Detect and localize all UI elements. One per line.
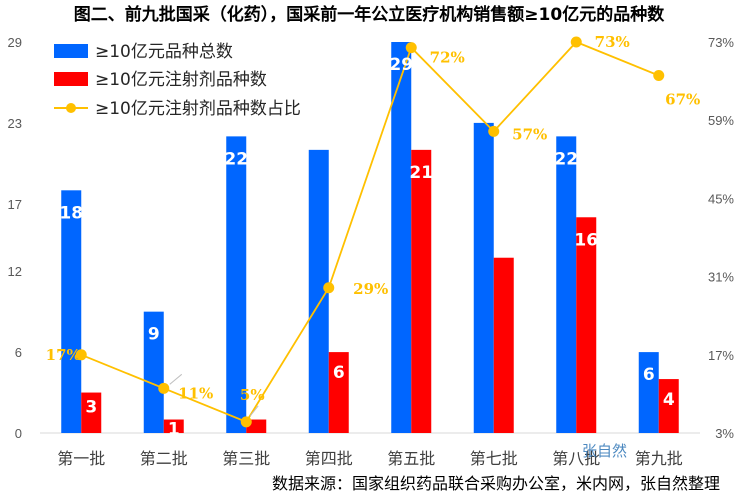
share-label: 57% [512,125,547,143]
y-right-tick-label: 17% [708,348,734,363]
label-leader-line [249,405,259,417]
bar-total [226,136,247,433]
category-label: 第五批 [387,449,435,468]
category-label: 第九批 [635,449,683,468]
legend-swatch-total [54,44,88,58]
label-leader-line [169,373,183,385]
y-left-tick-label: 29 [8,35,22,50]
share-line [75,36,665,428]
share-line-path [80,40,660,423]
bar-injection-label: 21 [409,163,433,183]
share-point [653,70,665,82]
share-label: 73% [595,33,630,51]
x-axis-categories: 第一批 第二批 第三批 第四批 第五批 第七批 第八批 第九批 [57,449,683,468]
chart-title: 图二、前九批国采（化药），国采前一年公立医疗机构销售额≥10亿元的品种数 [74,4,665,25]
category-label: 第八批 [552,449,600,468]
bar-total-label: 22 [224,149,248,169]
bar-injection [163,419,184,433]
y-right-tick-label: 31% [708,270,734,285]
category-label: 第二批 [140,449,188,468]
bar-total-label: 9 [148,325,160,345]
share-point [570,36,582,48]
bar-total [61,190,82,433]
bars [61,42,679,434]
legend-swatch-share-marker [66,103,76,113]
legend-label-share: ≥10亿元注射剂品种数占比 [95,99,301,119]
bar-total [391,42,412,433]
bar-injection [658,379,679,433]
y-right-tick-label: 3% [715,426,734,441]
category-label: 第四批 [305,449,353,468]
legend-swatch-injection [54,72,88,86]
y-left-tick-label: 17 [8,197,22,212]
bar-injection-label: 16 [574,230,598,250]
bar-total [556,136,577,433]
bar-total-label: 22 [554,149,578,169]
share-label: 67% [665,91,700,109]
share-label: 5% [240,386,265,404]
bar-injection-label: 4 [663,390,675,410]
bar-injection-label: 1 [168,420,180,440]
bar-injection-label: 6 [333,363,345,383]
bar-total [143,311,164,433]
share-label: 17% [46,346,81,364]
legend-label-injection: ≥10亿元注射剂品种数 [95,70,267,90]
share-label: 72% [430,49,465,67]
share-label: 11% [178,384,213,402]
y-left-tick-label: 6 [15,345,22,360]
share-point [488,125,500,137]
share-point [323,282,335,294]
legend-label-total: ≥10亿元品种总数 [95,42,233,62]
category-label: 第一批 [57,449,105,468]
share-point [158,382,170,394]
share-point [405,42,417,54]
bar-total-label: 6 [643,365,655,385]
bar-injection-label: 3 [85,398,97,418]
y-axis-right: 3% 17% 31% 45% 59% 73% [708,35,734,441]
y-right-tick-label: 45% [708,191,734,206]
bar-injection [81,392,102,433]
y-left-tick-label: 23 [8,116,22,131]
bar-injection [576,217,597,433]
category-label: 第三批 [222,449,270,468]
bar-injection [493,257,514,433]
share-point [240,416,252,428]
watermark: 张自然 [582,442,627,460]
bar-injection [411,149,432,434]
bar-total-label: 18 [59,203,83,223]
bar-total [638,352,659,433]
category-label: 第七批 [470,449,518,468]
line-labels: 17% 11% 5% 29% 72% 57% 73% 67% [46,33,700,417]
y-axis-left: 0 6 12 17 23 29 [8,35,22,441]
bar-total-label: 29 [389,55,413,75]
y-left-tick-label: 0 [15,426,22,441]
y-right-tick-label: 73% [708,35,734,50]
bar-total [473,122,494,434]
share-label: 29% [353,280,388,298]
legend: ≥10亿元品种总数 ≥10亿元注射剂品种数 ≥10亿元注射剂品种数占比 [54,42,301,119]
share-point [75,349,87,361]
y-right-tick-label: 59% [708,113,734,128]
source-note: 数据来源：国家组织药品联合采购办公室，米内网，张自然整理 [272,474,720,493]
bar-injection [328,352,349,433]
bar-total [308,149,329,434]
y-left-tick-label: 12 [8,264,22,279]
